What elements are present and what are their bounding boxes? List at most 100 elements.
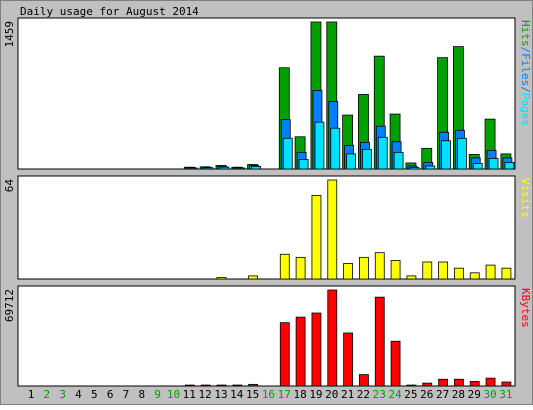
pages-bar: [457, 137, 467, 170]
legend-separator: /: [519, 47, 532, 54]
kbytes-bar: [422, 382, 433, 387]
kbytes-bar: [359, 374, 369, 387]
visits-bar: [327, 179, 338, 280]
pages-bar: [346, 153, 357, 170]
visits-panel: [17, 175, 516, 280]
legend-files: Files: [519, 53, 532, 86]
x-tick-label: 30: [483, 388, 496, 401]
kbytes-bar: [438, 378, 448, 387]
x-tick-label: 12: [199, 388, 212, 401]
kbytes-max-label: 69712: [3, 289, 16, 322]
pages-bar: [393, 151, 404, 170]
x-tick-label: 4: [75, 388, 82, 401]
kbytes-bar: [184, 384, 195, 387]
hits-max-label: 1459: [3, 21, 16, 48]
x-tick-label: 27: [436, 388, 449, 401]
x-tick-label: 8: [138, 388, 145, 401]
kbytes-bar: [454, 378, 464, 387]
pages-bar: [409, 167, 420, 170]
kbytes-bar: [406, 384, 417, 387]
hits-panel: [17, 17, 516, 170]
x-tick-label: 13: [214, 388, 227, 401]
x-tick-label: 7: [123, 388, 130, 401]
visits-bar: [279, 253, 290, 280]
x-tick-label: 25: [404, 388, 417, 401]
x-tick-label: 17: [278, 388, 291, 401]
x-tick-label: 24: [388, 388, 402, 401]
visits-bar: [438, 261, 448, 280]
kbytes-bar: [374, 296, 385, 387]
x-tick-label: 9: [154, 388, 161, 401]
visits-bar: [374, 252, 385, 280]
x-tick-label: 22: [357, 388, 370, 401]
pages-bar: [282, 137, 293, 170]
pages-bar: [187, 167, 198, 170]
chart-title: Daily usage for August 2014: [20, 5, 199, 18]
visits-bar: [485, 264, 496, 280]
x-tick-label: 18: [293, 388, 306, 401]
kbytes-bar: [327, 289, 338, 387]
visits-bar: [248, 275, 259, 280]
legend-pages: Pages: [519, 93, 532, 126]
visits-bar: [454, 267, 464, 280]
x-tick-label: 26: [420, 388, 433, 401]
x-tick-label: 16: [262, 388, 275, 401]
x-tick-label: 20: [325, 388, 338, 401]
x-tick-label: 21: [341, 388, 354, 401]
pages-bar: [425, 165, 436, 170]
kbytes-bar: [485, 377, 496, 387]
x-tick-label: 11: [183, 388, 196, 401]
pages-bar: [330, 127, 341, 170]
x-tick-label: 14: [230, 388, 244, 401]
kbytes-bar: [311, 312, 322, 387]
x-tick-label: 3: [59, 388, 66, 401]
legend-kbytes: KBytes: [519, 288, 532, 328]
x-tick-label: 28: [452, 388, 465, 401]
pages-bar: [203, 167, 214, 170]
pages-bar: [488, 158, 499, 170]
pages-bar: [377, 136, 388, 170]
x-tick-label: 1: [28, 388, 35, 401]
x-tick-label: 23: [373, 388, 386, 401]
pages-bar: [235, 167, 246, 170]
visits-bar: [359, 256, 369, 280]
visits-bar: [216, 277, 227, 280]
legend-hits: Hits: [519, 20, 532, 47]
kbytes-panel: [17, 285, 516, 387]
kbytes-bar: [200, 384, 211, 387]
kbytes-bar: [232, 384, 243, 387]
pages-bar: [314, 121, 325, 170]
pages-bar: [472, 163, 483, 170]
kbytes-bar: [501, 381, 512, 387]
x-tick-label: 2: [44, 388, 51, 401]
x-tick-label: 29: [468, 388, 481, 401]
visits-bar: [406, 275, 417, 280]
x-tick-label: 5: [91, 388, 98, 401]
pages-bar: [298, 159, 309, 170]
hits-legend: Hits/Files/Pages: [519, 20, 532, 126]
kbytes-bar: [343, 332, 354, 387]
visits-max-label: 64: [3, 179, 16, 193]
legend-visits: Visits: [519, 178, 532, 218]
x-tick-label: 6: [107, 388, 114, 401]
pages-bar: [219, 166, 230, 170]
visits-bar: [343, 263, 354, 280]
pages-bar: [504, 162, 515, 170]
kbytes-bar: [248, 383, 259, 387]
visits-bar: [295, 256, 306, 280]
visits-bar: [469, 272, 480, 280]
pages-bar: [251, 166, 262, 170]
x-tick-label: 19: [309, 388, 322, 401]
kbytes-bar: [390, 340, 401, 387]
visits-bar: [422, 261, 433, 280]
pages-bar: [441, 140, 451, 170]
kbytes-bar: [216, 384, 227, 387]
visits-bar: [311, 195, 322, 280]
kbytes-bar: [295, 316, 306, 387]
kbytes-bar: [279, 322, 290, 387]
legend-separator: /: [519, 86, 532, 93]
kbytes-bar: [469, 381, 480, 387]
x-tick-label: 10: [167, 388, 180, 401]
